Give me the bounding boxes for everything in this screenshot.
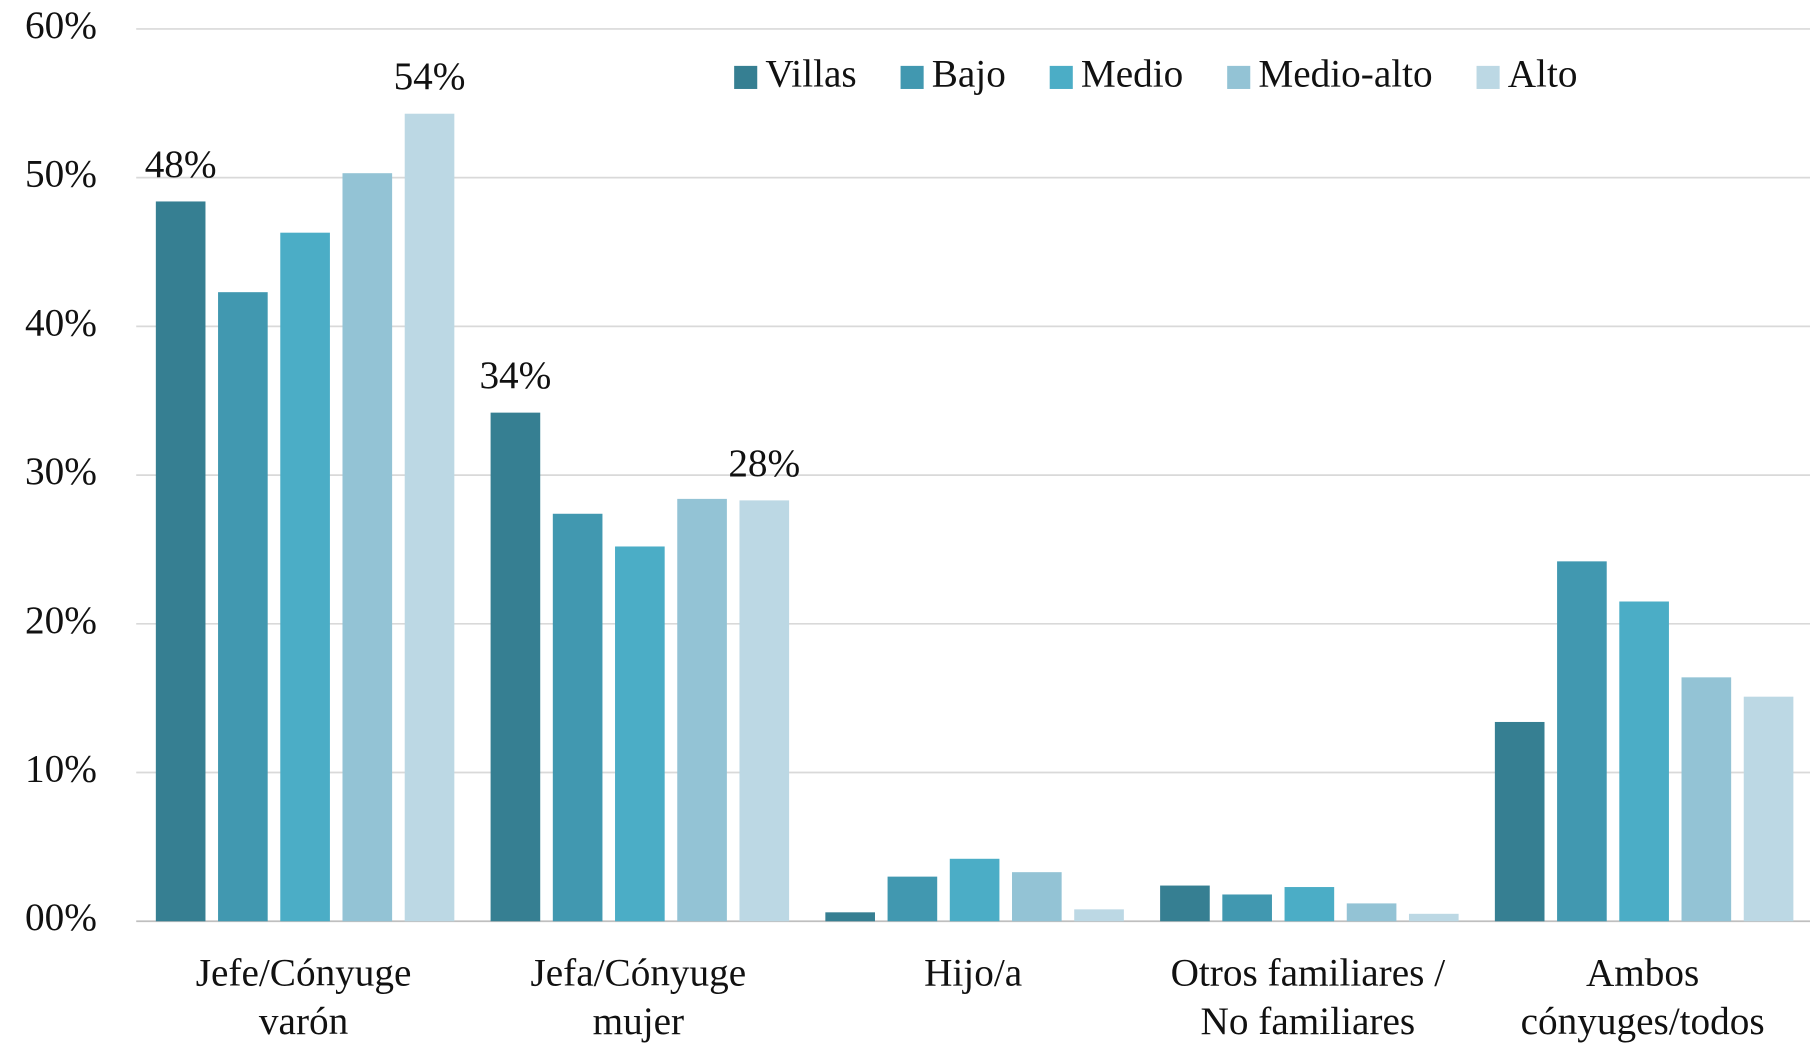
bar [739, 500, 790, 922]
legend-swatch [1049, 65, 1073, 89]
bar [825, 912, 875, 922]
x-tick-label: Hijo/a [924, 952, 1022, 995]
bar [490, 412, 541, 922]
x-tick-label: cónyuges/todos [1521, 1000, 1765, 1043]
legend-swatch [1476, 65, 1500, 89]
y-tick-label: 30% [25, 450, 97, 493]
bar [1160, 885, 1210, 922]
bar [1619, 601, 1669, 922]
bar [218, 292, 268, 922]
legend-label: Medio-alto [1258, 52, 1432, 95]
bar [552, 513, 603, 922]
legend-swatch [1227, 65, 1251, 89]
legend-swatch [900, 65, 924, 89]
value-label: 34% [479, 354, 551, 397]
bar [155, 201, 206, 922]
bar [1222, 894, 1272, 922]
x-tick-label: mujer [593, 1000, 685, 1043]
legend-label: Bajo [932, 52, 1006, 95]
bar [1743, 696, 1794, 922]
bar [1681, 677, 1732, 922]
legend-label: Villas [765, 52, 856, 95]
y-tick-label: 50% [25, 153, 97, 196]
legend-label: Alto [1508, 52, 1578, 95]
y-tick-label: 40% [25, 301, 97, 344]
x-tick-label: varón [259, 1000, 349, 1043]
bar [404, 113, 455, 922]
x-tick-label: Ambos [1586, 952, 1699, 995]
bar [1494, 721, 1545, 922]
bar [949, 858, 1000, 922]
legend-label: Medio [1081, 52, 1183, 95]
bar [1557, 561, 1607, 922]
y-tick-label: 60% [25, 4, 97, 47]
y-tick-label: 00% [25, 896, 97, 939]
bar [887, 876, 938, 922]
bar [1346, 903, 1397, 922]
bar [677, 498, 727, 922]
bar [1284, 887, 1335, 922]
bar [1012, 872, 1062, 922]
x-tick-label: No familiares [1201, 1000, 1416, 1043]
bar [1074, 909, 1124, 922]
bar [280, 232, 330, 922]
value-label: 48% [145, 143, 217, 186]
value-label: 54% [394, 55, 466, 98]
x-tick-label: Jefa/Cónyuge [530, 952, 746, 995]
bar [1408, 913, 1459, 922]
y-tick-label: 10% [25, 748, 97, 791]
bar [342, 173, 393, 922]
bar [615, 546, 665, 922]
x-tick-label: Otros familiares / [1171, 952, 1446, 995]
x-tick-label: Jefe/Cónyuge [196, 952, 412, 995]
legend-swatch [734, 65, 758, 89]
y-tick-label: 20% [25, 599, 97, 642]
value-label: 28% [728, 442, 800, 485]
